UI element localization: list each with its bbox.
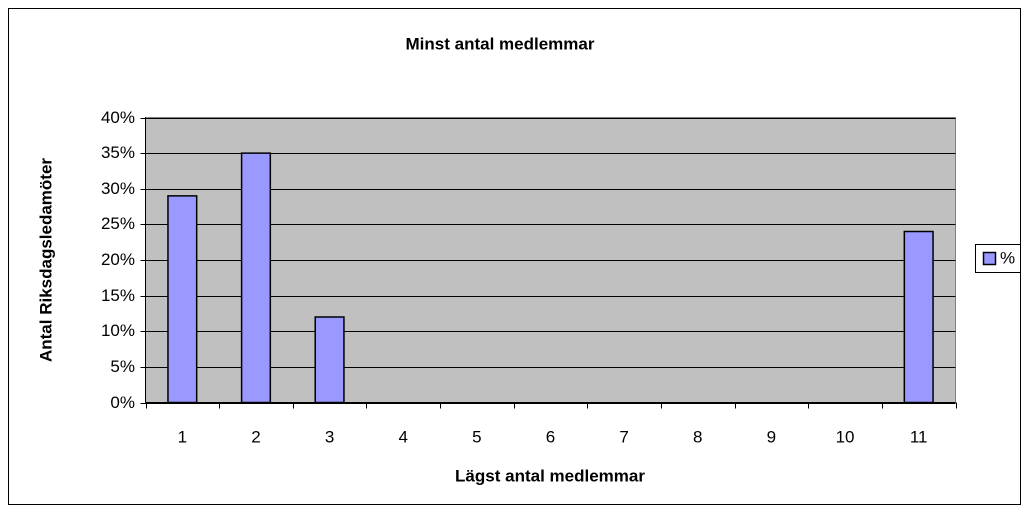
legend-swatch: [982, 251, 997, 266]
y-tick-label: 0%: [110, 393, 135, 412]
x-tick-label: 11: [910, 427, 928, 446]
y-tick-label: 40%: [101, 108, 135, 127]
y-tick-label: 35%: [101, 143, 135, 162]
x-tick-label: 10: [836, 427, 855, 446]
y-tick-label: 25%: [101, 214, 135, 233]
x-tick-label: 1: [178, 427, 187, 446]
y-axis-label: Antal Riksdagsledamöter: [36, 158, 55, 362]
x-tick-label: 8: [693, 427, 702, 446]
bar: [314, 316, 345, 404]
legend-label: %: [1000, 248, 1015, 267]
x-tick-label: 5: [472, 427, 481, 446]
bar: [167, 195, 198, 404]
x-tick-label: 3: [325, 427, 334, 446]
x-tick-label: 2: [251, 427, 260, 446]
x-axis-label: Lägst antal medlemmar: [455, 466, 645, 485]
y-tick-label: 15%: [101, 286, 135, 305]
y-tick-label: 30%: [101, 179, 135, 198]
bar: [240, 152, 272, 404]
x-tick-label: 6: [546, 427, 555, 446]
x-tick-label: 4: [398, 427, 407, 446]
x-tick-label: 9: [767, 427, 776, 446]
chart-title: Minst antal medlemmar: [406, 34, 595, 53]
y-tick-label: 20%: [101, 250, 135, 269]
y-tick-label: 10%: [101, 321, 135, 340]
x-tick-label: 7: [619, 427, 628, 446]
bar: [903, 230, 934, 404]
y-tick-label: 5%: [110, 357, 135, 376]
